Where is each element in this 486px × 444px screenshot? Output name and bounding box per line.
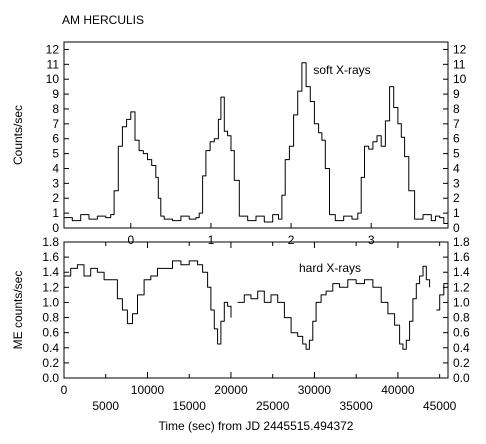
y-tick-label: 5 xyxy=(52,147,59,161)
phase-tick-label: 0 xyxy=(127,233,134,247)
y-tick-label: 8 xyxy=(52,102,59,116)
y-tick-label-right: 1.2 xyxy=(453,280,470,294)
y-tick-label-right: 4 xyxy=(453,161,460,175)
phase-tick-label: 3 xyxy=(368,233,375,247)
y-tick-label: 0 xyxy=(52,221,59,235)
y-tick-label-right: 0 xyxy=(453,221,460,235)
y-axis-label: Counts/sec xyxy=(11,105,25,165)
x-tick-label: 45000 xyxy=(423,399,457,413)
x-tick-label: 10000 xyxy=(131,383,165,397)
y-tick-label: 4 xyxy=(52,161,59,175)
y-tick-label: 2 xyxy=(52,191,59,205)
y-tick-label-right: 1.8 xyxy=(453,235,470,249)
phase-tick-label: 2 xyxy=(288,233,295,247)
y-tick-label: 1.4 xyxy=(42,265,59,279)
x-tick-label: 15000 xyxy=(173,399,207,413)
y-tick-label: 0.6 xyxy=(42,326,59,340)
y-tick-label-right: 11 xyxy=(453,57,466,71)
series-annotation: soft X-rays xyxy=(313,63,370,77)
y-tick-label-right: 5 xyxy=(453,147,460,161)
phase-tick-label: 1 xyxy=(208,233,215,247)
y-tick-label: 6 xyxy=(52,132,59,146)
y-tick-label-right: 1.6 xyxy=(453,250,470,264)
y-tick-label: 9 xyxy=(52,87,59,101)
y-tick-label-right: 8 xyxy=(453,102,460,116)
y-tick-label-right: 0.6 xyxy=(453,326,470,340)
y-tick-label: 1.6 xyxy=(42,250,59,264)
y-tick-label: 12 xyxy=(46,42,60,56)
x-tick-label: 20000 xyxy=(214,383,248,397)
y-tick-label-right: 0.4 xyxy=(453,341,470,355)
y-tick-label: 1.2 xyxy=(42,280,59,294)
y-tick-label: 0.2 xyxy=(42,356,59,370)
x-axis-label: Time (sec) from JD 2445515.494372 xyxy=(159,419,354,433)
hard-xray-panel: 0.0 0.00.2 0.20.4 0.40.6 0.60.8 0.81.0 1.01.2 1… xyxy=(11,235,470,413)
y-tick-label: 0.4 xyxy=(42,341,59,355)
y-tick-label-right: 12 xyxy=(453,42,467,56)
x-tick-label: 5000 xyxy=(92,399,119,413)
y-tick-label-right: 3 xyxy=(453,176,460,190)
y-tick-label: 0.8 xyxy=(42,311,59,325)
plot-frame xyxy=(63,41,449,229)
y-tick-label-right: 10 xyxy=(453,72,467,86)
x-tick-label: 25000 xyxy=(256,399,290,413)
light-curve-trace xyxy=(436,279,449,311)
y-tick-label-right: 1 xyxy=(453,206,460,220)
light-curve-trace xyxy=(64,62,449,224)
y-tick-label: 0.0 xyxy=(42,371,59,385)
x-tick-label: 0 xyxy=(61,383,68,397)
y-tick-label-right: 0.0 xyxy=(453,371,470,385)
y-tick-label-right: 1.0 xyxy=(453,295,470,309)
light-curve-trace xyxy=(237,265,431,350)
y-tick-label-right: 0.2 xyxy=(453,356,470,370)
x-tick-label: 35000 xyxy=(339,399,373,413)
y-tick-label-right: 9 xyxy=(453,87,460,101)
x-tick-label: 40000 xyxy=(381,383,415,397)
plot-frame xyxy=(63,241,449,379)
x-tick-label: 30000 xyxy=(298,383,332,397)
y-tick-label: 10 xyxy=(46,72,60,86)
y-tick-label: 1.8 xyxy=(42,235,59,249)
y-tick-label-right: 7 xyxy=(453,117,460,131)
y-tick-label-right: 0.8 xyxy=(453,311,470,325)
y-tick-label: 1 xyxy=(52,206,59,220)
series-annotation: hard X-rays xyxy=(299,261,361,275)
y-tick-label-right: 6 xyxy=(453,132,460,146)
figure-title: AM HERCULIS xyxy=(62,13,144,27)
y-axis-label: ME counts/sec xyxy=(11,271,25,350)
y-tick-label: 1.0 xyxy=(42,295,59,309)
light-curve-trace xyxy=(64,260,232,345)
y-tick-label: 11 xyxy=(47,57,60,71)
y-tick-label: 3 xyxy=(52,176,59,190)
y-tick-label-right: 1.4 xyxy=(453,265,470,279)
y-tick-label: 7 xyxy=(52,117,59,131)
y-tick-label-right: 2 xyxy=(453,191,460,205)
